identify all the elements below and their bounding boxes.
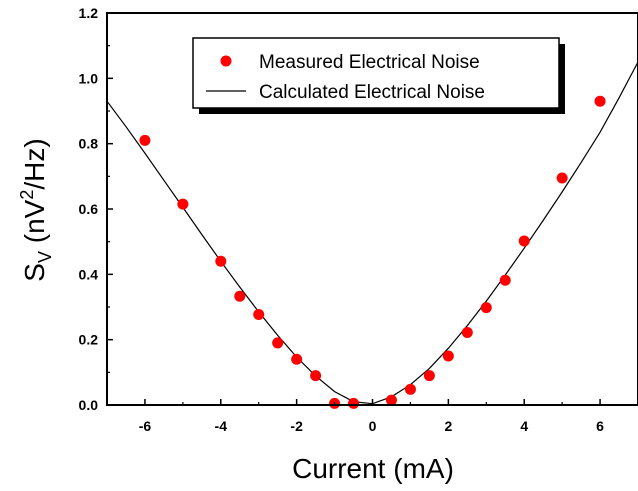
y-tick-label: 1.0 (79, 70, 99, 86)
measured-noise-point (423, 370, 435, 382)
legend-box (192, 37, 560, 109)
y-tick-label: 0.4 (79, 266, 99, 282)
plot-area (106, 61, 638, 409)
measured-noise-point (518, 235, 530, 247)
y-axis-title-rest-a: (nV (19, 199, 50, 251)
y-axis-title-sup: 2 (17, 190, 37, 200)
y-axis-title-rest-b: /Hz) (19, 138, 50, 189)
measured-noise-point (177, 198, 189, 210)
y-tick-label: 0.0 (79, 397, 99, 413)
y-axis-title: SV (nV2/Hz) (17, 138, 55, 281)
x-axis: -6 -4 -2 0 2 4 6 (106, 399, 638, 434)
measured-noise-point (385, 394, 397, 406)
y-tick-label: 0.6 (79, 201, 99, 217)
y-axis-title-sub: V (35, 251, 55, 263)
measured-noise-point (404, 383, 416, 395)
x-tick-label: 0 (369, 418, 377, 434)
y-tick-label: 0.2 (79, 332, 99, 348)
measured-noise-point (480, 302, 492, 314)
legend: Measured Electrical Noise Calculated Ele… (192, 37, 565, 114)
measured-noise-point (139, 134, 151, 146)
y-axis: 0.0 0.2 0.4 0.6 0.8 1.0 1.2 (79, 5, 113, 413)
measured-noise-point (442, 350, 454, 362)
measured-noise-point (499, 274, 511, 286)
y-tick-label: 0.8 (79, 136, 99, 152)
measured-noise-point (215, 255, 227, 267)
legend-label-measured: Measured Electrical Noise (259, 52, 480, 73)
measured-noise-point (461, 326, 473, 338)
measured-noise-point (291, 353, 303, 365)
x-tick-label: 4 (520, 418, 528, 434)
x-tick-label: 6 (596, 418, 604, 434)
measured-noise-point (272, 337, 284, 349)
y-tick-label: 1.2 (79, 5, 99, 21)
measured-noise-point (556, 172, 568, 184)
x-tick-label: -6 (139, 418, 152, 434)
legend-marker-measured (220, 55, 232, 67)
legend-label-calculated: Calculated Electrical Noise (259, 82, 485, 103)
measured-noise-point (594, 95, 606, 107)
measured-noise-point (234, 290, 246, 302)
measured-noise-point (348, 397, 360, 409)
x-axis-title: Current (mA) (292, 453, 454, 484)
measured-noise-point (253, 309, 265, 321)
plot-frame (106, 12, 638, 406)
x-tick-label: -2 (290, 418, 303, 434)
x-tick-label: -4 (215, 418, 228, 434)
x-tick-label: 2 (444, 418, 452, 434)
measured-noise-point (310, 370, 322, 382)
y-axis-title-main: S (19, 263, 50, 282)
